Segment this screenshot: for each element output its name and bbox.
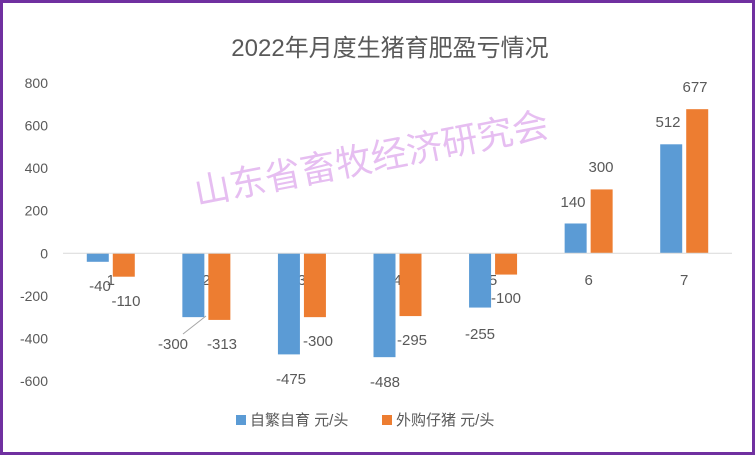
x-tick-label: 3 [298,272,306,289]
y-tick-label: -400 [20,330,48,346]
legend-label: 自繁自育 元/头 [250,412,348,429]
bar-purchased-2 [208,253,231,320]
chart-title: 2022年月度生猪育肥盈亏情况 [231,35,548,62]
y-axis: -600 -400 -200 0 200 400 600 800 [20,75,48,389]
data-label-self-bred: -475 [276,371,306,388]
bar-purchased-7 [686,109,709,254]
bar-purchased-4 [399,253,422,317]
x-tick-label: 2 [202,272,210,289]
data-label-purchased: -100 [491,290,521,307]
bar-purchased-3 [303,253,326,318]
bar-self-bred-6 [564,223,587,254]
bar-self-bred-1 [86,253,109,262]
data-label-purchased: 300 [588,159,613,176]
x-tick-label: 1 [107,272,115,289]
data-label-purchased: -295 [397,332,427,349]
bar-purchased-1 [112,253,135,277]
data-label-leader-line [182,315,207,335]
bar-self-bred-3 [277,253,300,355]
x-tick-label: 7 [680,272,688,289]
bar-purchased-5 [495,253,518,275]
y-tick-label: 600 [25,118,49,134]
bar-self-bred-2 [182,253,205,318]
y-tick-label: -600 [20,373,48,389]
legend: 自繁自育 元/头 外购仔猪 元/头 [236,412,494,429]
data-label-self-bred: -300 [158,336,188,353]
bar-purchased-6 [590,189,613,254]
legend-label: 外购仔猪 元/头 [396,412,494,429]
data-label-self-bred: -255 [465,326,495,343]
y-tick-label: 400 [25,160,49,176]
x-tick-label: 6 [584,272,592,289]
legend-swatch [236,415,246,425]
y-tick-label: 0 [40,245,48,261]
x-tick-label: 5 [489,272,497,289]
data-label-self-bred: 140 [560,194,585,211]
data-label-self-bred: -488 [370,374,400,391]
data-label-self-bred: -40 [89,278,111,295]
data-label-purchased: 677 [682,79,707,96]
data-label-purchased: -300 [303,333,333,350]
y-tick-label: -200 [20,288,48,304]
legend-swatch [382,415,392,425]
bar-self-bred-5 [469,253,492,308]
bar-self-bred-7 [660,144,683,254]
data-label-purchased: -110 [112,293,141,310]
y-tick-label: 800 [25,75,49,91]
data-label-self-bred: 512 [655,114,680,131]
watermark: 山东省畜牧经济研究会 [191,104,552,213]
y-tick-label: 200 [25,203,49,219]
data-label-purchased: -313 [207,336,237,353]
bars [86,109,709,358]
bar-self-bred-4 [373,253,396,358]
x-tick-label: 4 [393,272,401,289]
x-axis-labels: 1 2 3 4 5 6 7 [107,272,689,289]
